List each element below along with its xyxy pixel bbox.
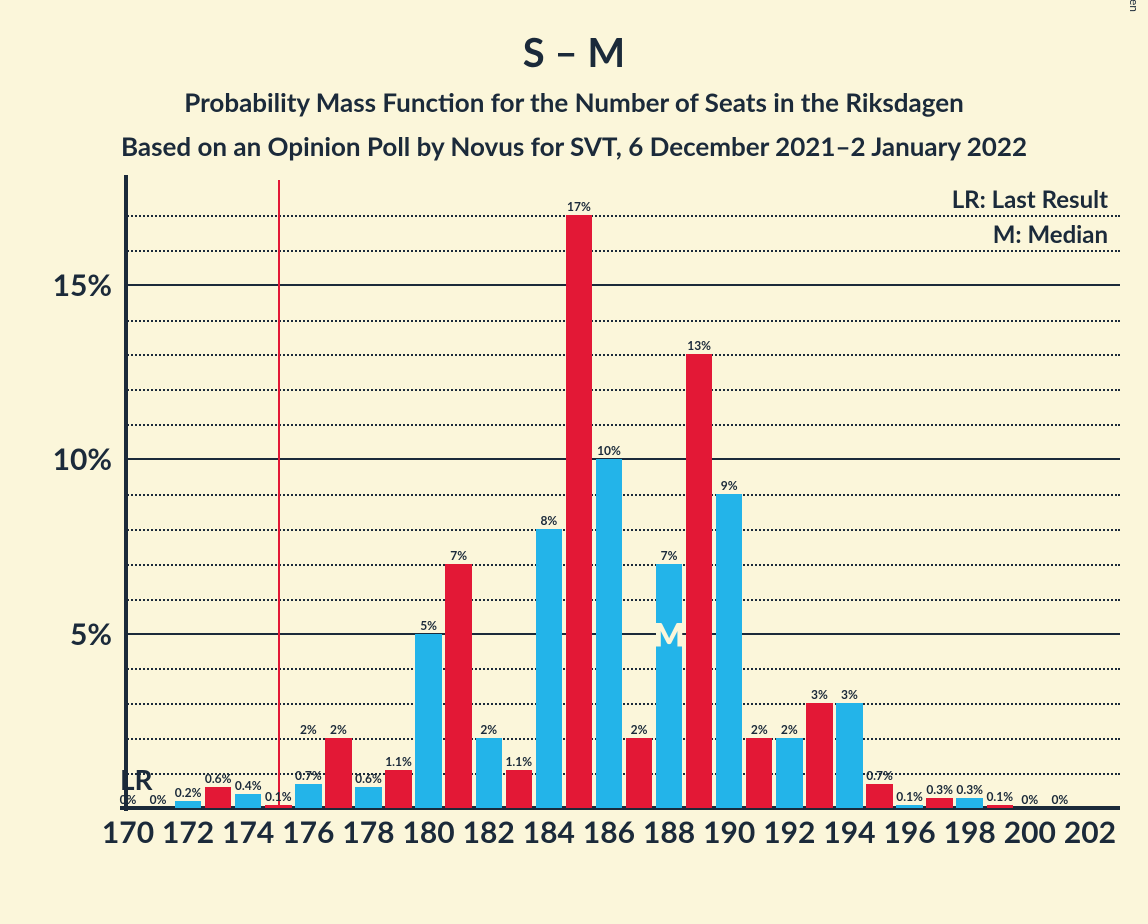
bar bbox=[716, 494, 742, 808]
gridline-minor bbox=[124, 354, 1120, 356]
bar bbox=[506, 770, 532, 808]
bar bbox=[295, 784, 321, 808]
bar bbox=[746, 738, 772, 808]
gridline-minor bbox=[124, 215, 1120, 217]
bar-value-label: 2% bbox=[330, 722, 347, 737]
x-tick-label: 172 bbox=[162, 814, 214, 850]
bar bbox=[806, 703, 832, 808]
copyright-text: © 2022 Filip van Laenen bbox=[1127, 0, 1142, 12]
bar-value-label: 9% bbox=[721, 478, 738, 493]
bar-value-label: 1.1% bbox=[385, 754, 412, 769]
bar-value-label: 3% bbox=[811, 687, 828, 702]
x-tick-label: 178 bbox=[342, 814, 394, 850]
gridline-minor bbox=[124, 424, 1120, 426]
bar-value-label: 1.1% bbox=[505, 754, 532, 769]
chart-title: S – M bbox=[0, 28, 1148, 76]
x-tick-label: 182 bbox=[463, 814, 515, 850]
bar bbox=[896, 805, 922, 808]
x-tick-label: 190 bbox=[703, 814, 755, 850]
bar-value-label: 10% bbox=[597, 443, 621, 458]
bar-value-label: 3% bbox=[841, 687, 858, 702]
bar bbox=[926, 798, 952, 808]
bar bbox=[566, 215, 592, 808]
bar bbox=[476, 738, 502, 808]
chart-subtitle-1: Probability Mass Function for the Number… bbox=[0, 86, 1148, 118]
x-tick-label: 200 bbox=[1004, 814, 1056, 850]
bar-value-label: 0% bbox=[1051, 792, 1068, 807]
bar bbox=[686, 354, 712, 808]
chart-plot-area: 5%10%15%LR0%0.2%0.4%0.7%0.6%5%2%8%10%7%9… bbox=[120, 180, 1120, 808]
x-tick-label: 186 bbox=[583, 814, 635, 850]
bar-value-label: 2% bbox=[631, 722, 648, 737]
median-marker: M bbox=[654, 614, 685, 653]
bar bbox=[355, 787, 381, 808]
bar bbox=[205, 787, 231, 808]
bar bbox=[415, 634, 441, 808]
x-tick-label: 184 bbox=[523, 814, 575, 850]
bar bbox=[235, 794, 261, 808]
x-tick-label: 192 bbox=[763, 814, 815, 850]
y-tick-label: 10% bbox=[22, 441, 112, 477]
bar bbox=[956, 798, 982, 808]
y-tick-label: 15% bbox=[22, 267, 112, 303]
gridline-minor bbox=[124, 320, 1120, 322]
bar-value-label: 2% bbox=[300, 722, 317, 737]
bar bbox=[445, 564, 471, 808]
bar-value-label: 2% bbox=[751, 722, 768, 737]
bar-value-label: 0.6% bbox=[355, 771, 382, 786]
bar bbox=[325, 738, 351, 808]
bar bbox=[626, 738, 652, 808]
bar-value-label: 8% bbox=[540, 513, 557, 528]
bar-value-label: 0.1% bbox=[265, 789, 292, 804]
bar-value-label: 0.6% bbox=[205, 771, 232, 786]
last-result-line bbox=[278, 180, 280, 808]
bar-value-label: 0.7% bbox=[295, 768, 322, 783]
bar-value-label: 0.3% bbox=[926, 782, 953, 797]
bar-value-label: 0.4% bbox=[235, 778, 262, 793]
bar-value-label: 7% bbox=[661, 548, 678, 563]
bar-value-label: 2% bbox=[781, 722, 798, 737]
gridline-minor bbox=[124, 389, 1120, 391]
x-tick-label: 194 bbox=[823, 814, 875, 850]
bar bbox=[536, 529, 562, 808]
bar-value-label: 0% bbox=[150, 792, 167, 807]
bar-value-label: 0.7% bbox=[866, 768, 893, 783]
bar-value-label: 17% bbox=[567, 199, 591, 214]
gridline-major bbox=[124, 284, 1120, 286]
bar bbox=[596, 459, 622, 808]
bar-value-label: 5% bbox=[420, 618, 437, 633]
bar bbox=[656, 564, 682, 808]
x-tick-label: 188 bbox=[643, 814, 695, 850]
bar-value-label: 0.3% bbox=[956, 782, 983, 797]
x-tick-label: 174 bbox=[222, 814, 274, 850]
bar-value-label: 0.2% bbox=[175, 785, 202, 800]
bar-value-label: 13% bbox=[687, 338, 711, 353]
chart-subtitle-2: Based on an Opinion Poll by Novus for SV… bbox=[0, 130, 1148, 162]
y-tick-label: 5% bbox=[22, 616, 112, 652]
x-tick-label: 196 bbox=[883, 814, 935, 850]
x-tick-label: 180 bbox=[402, 814, 454, 850]
bar bbox=[866, 784, 892, 808]
x-tick-label: 170 bbox=[102, 814, 154, 850]
bar bbox=[836, 703, 862, 808]
bar bbox=[265, 805, 291, 808]
x-tick-label: 176 bbox=[282, 814, 334, 850]
bar-value-label: 0% bbox=[1021, 792, 1038, 807]
bar-value-label: 7% bbox=[450, 548, 467, 563]
gridline-minor bbox=[124, 250, 1120, 252]
y-axis bbox=[124, 175, 128, 811]
bar bbox=[987, 805, 1013, 808]
bar-value-label: 0.1% bbox=[896, 789, 923, 804]
lr-label: LR bbox=[120, 762, 153, 796]
page-root: S – M Probability Mass Function for the … bbox=[0, 0, 1148, 924]
bar-value-label: 2% bbox=[480, 722, 497, 737]
bar-value-label: 0.1% bbox=[986, 789, 1013, 804]
bar-value-label: 0% bbox=[120, 792, 137, 807]
x-tick-label: 202 bbox=[1064, 814, 1116, 850]
x-tick-label: 198 bbox=[944, 814, 996, 850]
bar bbox=[385, 770, 411, 808]
bar bbox=[175, 801, 201, 808]
bar bbox=[776, 738, 802, 808]
